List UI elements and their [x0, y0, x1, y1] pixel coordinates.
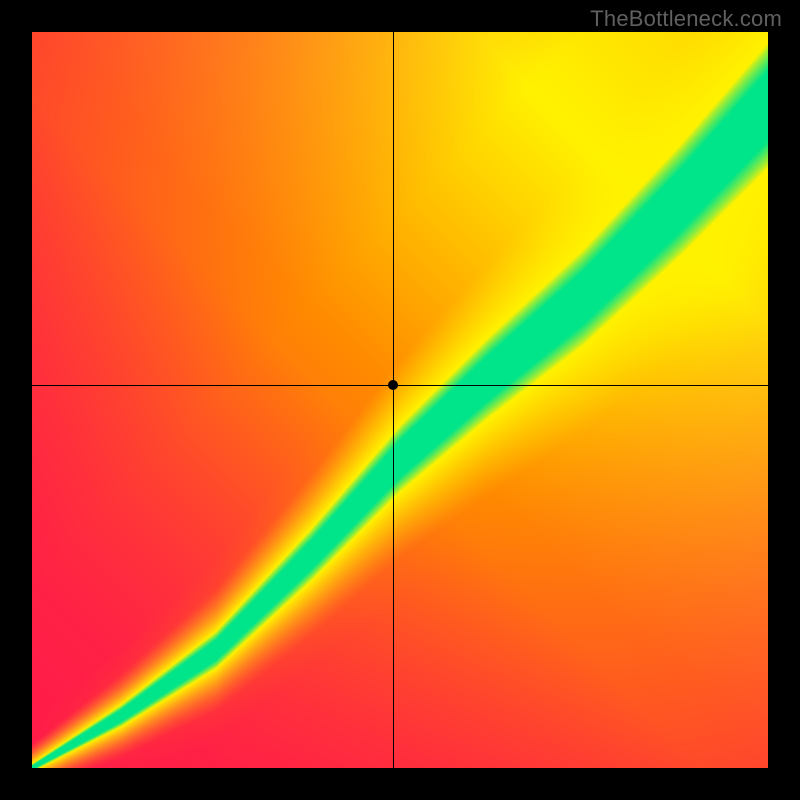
heatmap-canvas: [32, 32, 768, 768]
crosshair-dot: [388, 380, 398, 390]
crosshair-horizontal: [32, 385, 768, 386]
watermark-text: TheBottleneck.com: [590, 6, 782, 32]
plot-area: [32, 32, 768, 768]
crosshair-vertical: [393, 32, 394, 768]
chart-container: TheBottleneck.com: [0, 0, 800, 800]
